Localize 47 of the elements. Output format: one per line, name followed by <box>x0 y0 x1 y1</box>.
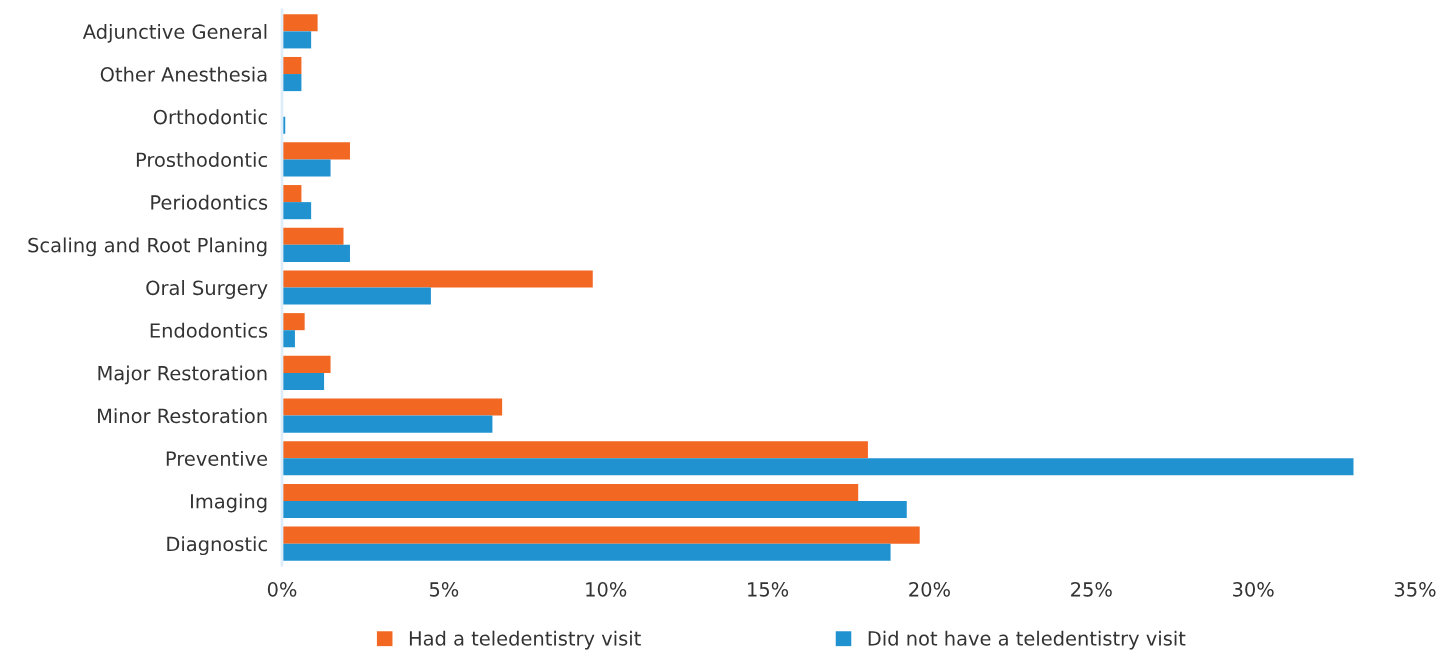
x-tick-label: 5% <box>429 582 459 597</box>
x-tick-label: 30% <box>1233 582 1274 597</box>
bar <box>282 441 868 459</box>
bar <box>282 31 312 49</box>
bar <box>282 142 350 160</box>
bar <box>282 398 503 416</box>
bar <box>282 543 891 561</box>
y-tick-label: Other Anesthesia <box>100 66 267 82</box>
bar <box>282 500 907 519</box>
bar <box>282 313 305 331</box>
bar <box>282 330 295 348</box>
bar <box>282 355 331 373</box>
bar <box>282 372 325 390</box>
bar <box>282 202 312 220</box>
bar <box>282 244 350 262</box>
bar <box>282 415 493 433</box>
bar <box>282 287 431 305</box>
bar <box>282 56 302 75</box>
bar <box>282 74 302 92</box>
y-tick-label: Minor Restoration <box>98 408 267 424</box>
y-tick-label: Scaling and Root Planing <box>28 237 267 257</box>
x-tick-label: 0% <box>267 582 297 597</box>
x-tick-label: 20% <box>909 582 950 597</box>
x-tick-label: 25% <box>1071 582 1112 597</box>
bar <box>282 526 920 544</box>
y-tick-label: Diagnostic <box>167 536 267 556</box>
bar <box>282 159 331 177</box>
bar <box>282 483 859 501</box>
y-tick-label: Adjunctive General <box>82 23 267 43</box>
y-tick-label: Major Restoration <box>98 365 267 385</box>
y-tick-label: Imaging <box>191 493 267 513</box>
legend-label: Did not have a teledentistry visit <box>868 630 1186 650</box>
x-tick-label: 10% <box>586 582 627 597</box>
y-tick-label: Preventive <box>166 450 268 466</box>
bar <box>282 227 344 245</box>
bar <box>282 270 593 288</box>
y-tick-label: Oral Surgery <box>146 280 268 299</box>
y-tick-label: Periodontics <box>151 194 268 210</box>
bar <box>282 14 318 32</box>
x-tick-label: 15% <box>748 582 789 597</box>
legend-label: Had a teledentistry visit <box>409 630 641 650</box>
bar <box>282 458 1354 476</box>
bar <box>282 185 302 203</box>
x-tick-label: 35% <box>1394 582 1436 597</box>
y-tick-label: Endodontics <box>150 322 268 338</box>
y-tick-label: Prosthodontic <box>136 152 267 168</box>
y-tick-label: Orthodontic <box>153 109 267 125</box>
